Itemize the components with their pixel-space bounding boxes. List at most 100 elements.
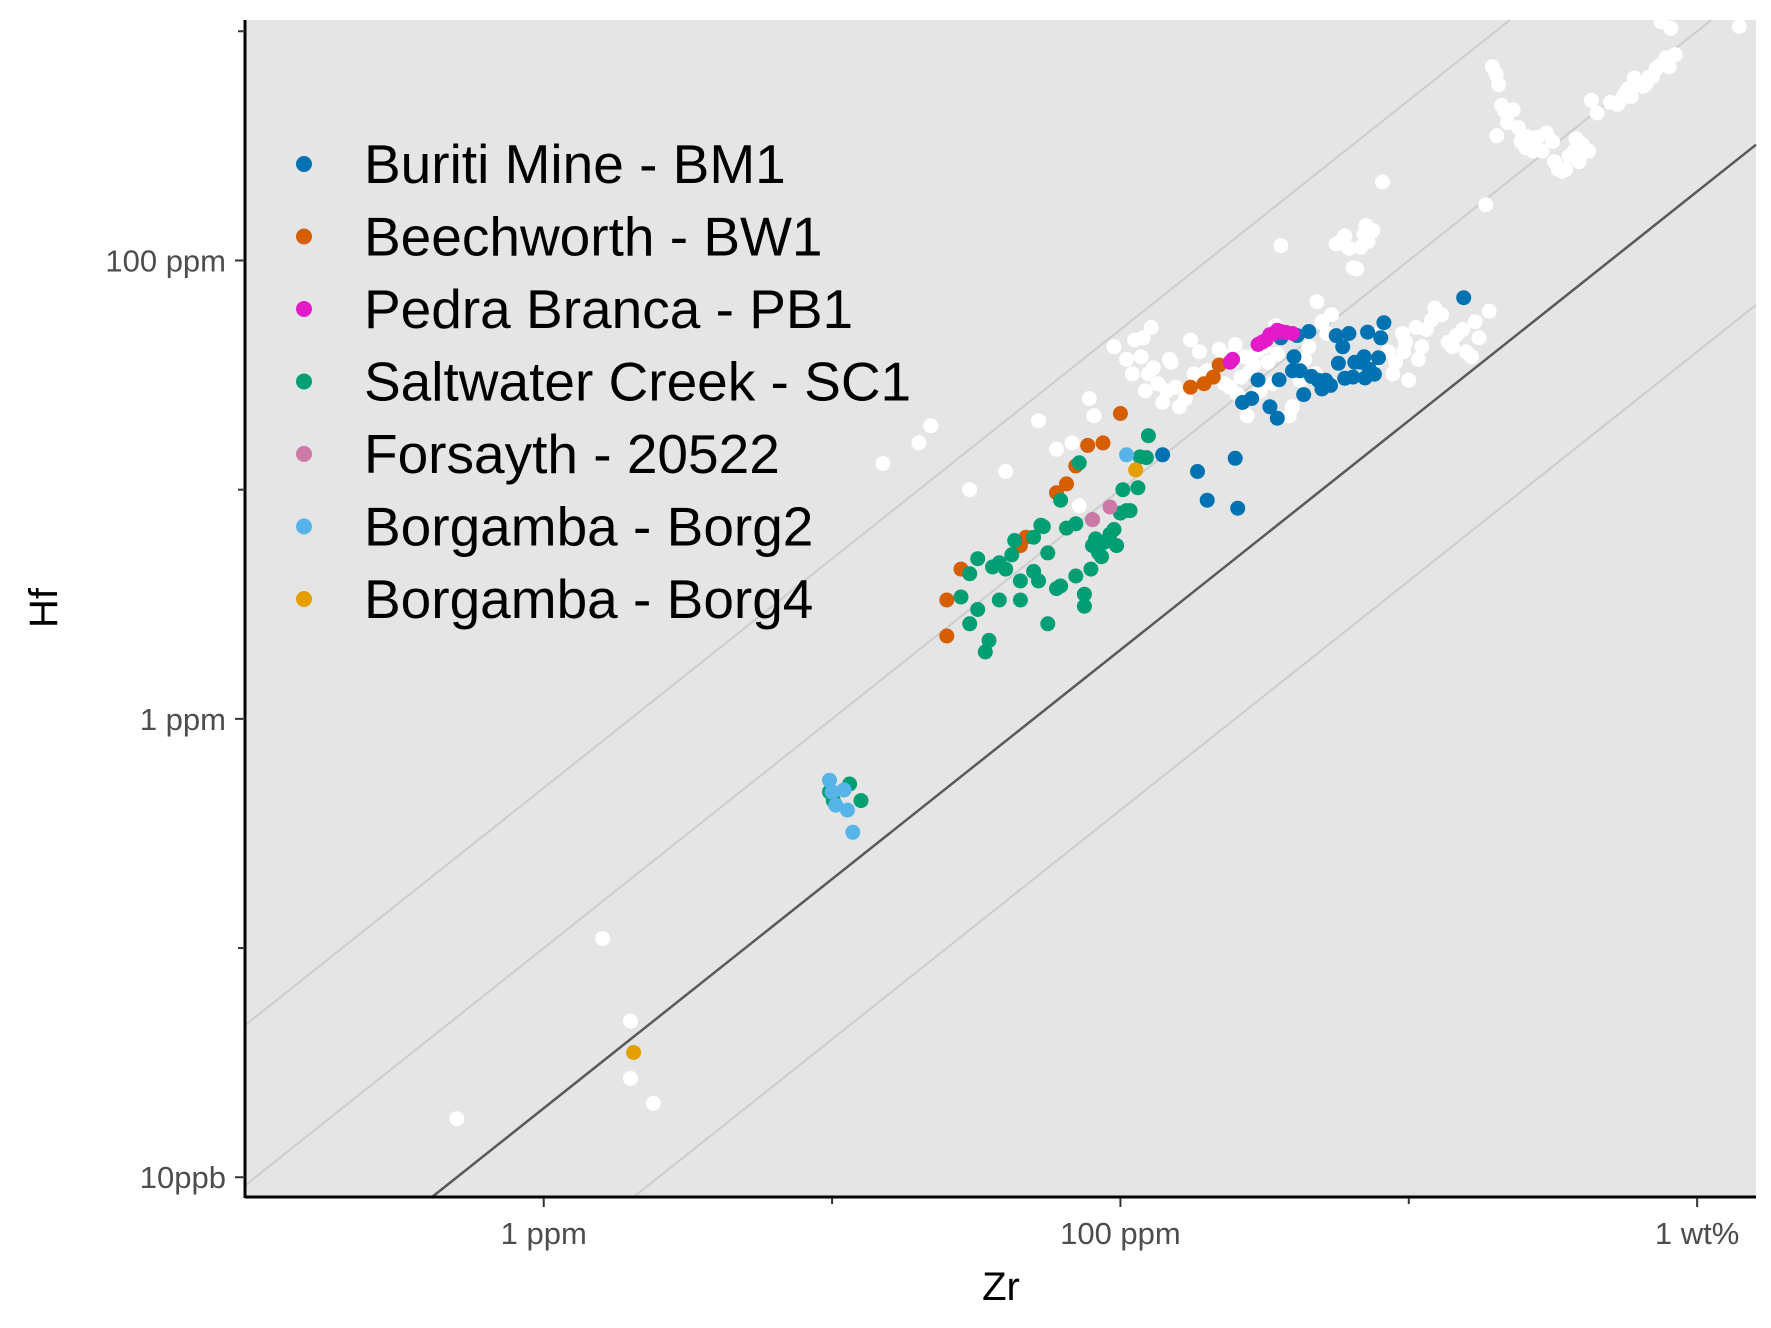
- data-point: [1571, 154, 1587, 170]
- legend-key: [296, 228, 312, 245]
- legend: Buriti Mine - BM1 Beechworth - BW1 Pedra B…: [296, 133, 911, 630]
- data-point: [1471, 330, 1487, 346]
- x-tick-label: 100 ppm: [1060, 1216, 1181, 1251]
- data-point: [1138, 450, 1154, 466]
- data-point: [1177, 391, 1193, 406]
- data-point: [595, 931, 611, 947]
- data-point: [1374, 174, 1390, 190]
- data-point: [1250, 372, 1266, 388]
- data-point: [1269, 346, 1285, 362]
- data-point: [1296, 387, 1312, 403]
- data-point: [1230, 500, 1246, 516]
- data-point: [1667, 47, 1683, 63]
- data-point: [1026, 529, 1042, 545]
- data-point: [1349, 261, 1365, 277]
- data-point: [1464, 349, 1479, 365]
- data-point: [1071, 455, 1087, 471]
- data-point: [939, 628, 955, 644]
- data-point: [1031, 413, 1046, 429]
- data-point: [1053, 578, 1069, 594]
- data-point: [1341, 326, 1357, 341]
- data-point: [1345, 369, 1361, 385]
- data-point: [1661, 59, 1677, 75]
- data-point: [1262, 399, 1278, 415]
- data-point: [1081, 391, 1097, 406]
- data-point: [1115, 482, 1131, 498]
- data-point: [1285, 399, 1300, 415]
- data-point: [1102, 499, 1118, 515]
- data-point: [1145, 360, 1161, 376]
- data-point: [953, 589, 969, 605]
- data-point: [645, 1095, 661, 1111]
- data-point: [822, 772, 837, 788]
- data-point: [1119, 351, 1134, 367]
- data-point: [1589, 105, 1605, 121]
- data-point: [998, 561, 1014, 577]
- data-point: [923, 418, 939, 434]
- data-point: [1286, 349, 1302, 365]
- data-point: [1285, 326, 1300, 341]
- data-point: [1192, 344, 1207, 360]
- data-point: [1330, 355, 1346, 371]
- data-point: [1583, 92, 1599, 108]
- data-point: [1225, 351, 1241, 367]
- data-point: [1053, 492, 1069, 508]
- legend-label: Forsayth - 20522: [364, 423, 780, 485]
- legend-item: Beechworth - BW1: [296, 206, 823, 268]
- data-point: [1360, 324, 1376, 340]
- data-point: [1376, 315, 1392, 331]
- data-point: [970, 551, 986, 567]
- data-point: [1124, 366, 1140, 382]
- data-point: [1366, 366, 1382, 382]
- data-point: [1456, 290, 1472, 306]
- data-point: [1183, 379, 1198, 395]
- data-point: [1558, 161, 1574, 177]
- data-point: [1337, 228, 1353, 244]
- series-6-points: [822, 447, 1134, 840]
- data-point: [1094, 549, 1109, 565]
- reference-line: [431, 143, 1757, 1198]
- legend-item: Buriti Mine - BM1: [296, 133, 786, 195]
- data-point: [1385, 366, 1401, 382]
- data-point: [1007, 533, 1023, 548]
- legend-label: Borgamba - Borg4: [364, 568, 813, 630]
- data-point: [1301, 339, 1317, 355]
- legend-key: [296, 446, 312, 462]
- data-point: [1414, 339, 1430, 355]
- data-point: [1071, 498, 1087, 514]
- series-7-points: [626, 462, 1144, 1060]
- data-point: [828, 797, 844, 813]
- legend-label: Borgamba - Borg2: [364, 496, 813, 558]
- data-point: [1199, 492, 1215, 508]
- data-point: [962, 616, 978, 632]
- x-axis-title: Zr: [982, 1265, 1020, 1309]
- data-point: [1155, 395, 1171, 410]
- data-point: [970, 602, 986, 617]
- y-ticks: 10ppb 1 ppm 100 ppm: [105, 30, 245, 1195]
- data-point: [1373, 330, 1389, 346]
- data-point: [1301, 324, 1317, 339]
- data-point: [1205, 369, 1221, 385]
- data-point: [1076, 598, 1092, 614]
- y-tick-label: 100 ppm: [105, 243, 226, 278]
- data-point: [1309, 294, 1325, 310]
- data-point: [824, 784, 840, 800]
- data-point: [1227, 450, 1243, 466]
- data-point: [1653, 14, 1669, 30]
- data-point: [1183, 332, 1198, 348]
- y-tick-label: 10ppb: [140, 1160, 226, 1195]
- data-point: [1068, 568, 1084, 584]
- data-point: [1356, 349, 1372, 365]
- data-point: [1083, 561, 1099, 577]
- y-axis-title: Hf: [22, 587, 66, 628]
- legend-label: Pedra Branca - PB1: [364, 278, 853, 340]
- data-point: [1031, 573, 1046, 589]
- data-point: [449, 1111, 465, 1127]
- data-point: [1012, 592, 1028, 608]
- data-point: [1341, 240, 1357, 256]
- data-point: [1106, 339, 1122, 355]
- data-point: [1335, 339, 1351, 355]
- data-point: [1505, 102, 1521, 118]
- data-point: [1292, 363, 1308, 379]
